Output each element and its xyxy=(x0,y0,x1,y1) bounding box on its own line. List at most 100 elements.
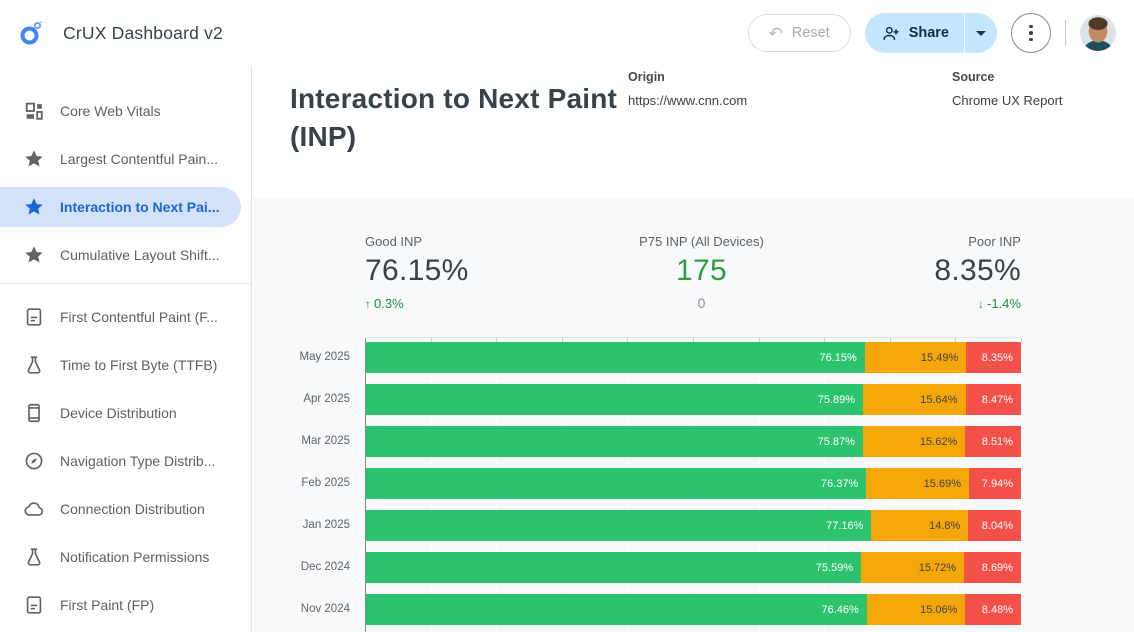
origin-label: Origin xyxy=(628,70,665,84)
bar-segment-poor[interactable]: 8.48% xyxy=(965,594,1021,625)
scorecard-value: 8.35% xyxy=(934,254,1021,287)
bar-value-label: 8.51% xyxy=(981,435,1013,448)
scorecard-label: Good INP xyxy=(365,234,423,249)
sidebar-item-first-paint-fp[interactable]: First Paint (FP) xyxy=(0,585,251,625)
bar-segment-good[interactable]: 75.87% xyxy=(366,426,863,457)
bar-segment-good[interactable]: 75.89% xyxy=(366,384,864,415)
sidebar-item-label: Largest Contentful Pain... xyxy=(60,151,218,167)
scorecard-poor-inp: Poor INP 8.35% ↓ -1.4% xyxy=(934,234,1021,311)
flask-icon xyxy=(23,354,45,376)
scorecard-sub-value: 0 xyxy=(697,295,706,311)
bar-segment-good[interactable]: 77.16% xyxy=(366,510,872,541)
sidebar-item-label: Interaction to Next Pai... xyxy=(60,199,220,215)
bar-segment-poor[interactable]: 7.94% xyxy=(968,468,1021,499)
bar-value-label: 8.47% xyxy=(981,393,1013,406)
chart-axis-tick xyxy=(758,338,760,342)
chart-category-label: Apr 2025 xyxy=(303,393,350,405)
bar-value-label: 75.87% xyxy=(817,435,855,448)
header-divider xyxy=(1065,20,1066,46)
bar-segment-needs-improvement[interactable]: 15.69% xyxy=(866,468,969,499)
bar-segment-poor[interactable]: 8.51% xyxy=(965,426,1021,457)
sidebar-item-navigation-type-distrib[interactable]: Navigation Type Distrib... xyxy=(0,441,251,481)
bar-segment-needs-improvement[interactable]: 15.64% xyxy=(863,384,966,415)
bar-value-label: 76.15% xyxy=(819,351,857,364)
chart-category-label: May 2025 xyxy=(299,351,350,363)
sidebar-divider xyxy=(0,283,251,284)
chart-category-label: Jan 2025 xyxy=(302,519,350,531)
chart-bar-row: May 2025 76.15% 15.49% 8.35% xyxy=(299,342,1021,373)
bar-segment-needs-improvement[interactable]: 14.8% xyxy=(871,510,969,541)
sidebar-item-label: Cumulative Layout Shift... xyxy=(60,247,220,263)
bar-segment-needs-improvement[interactable]: 15.49% xyxy=(864,342,967,373)
bar-value-label: 15.72% xyxy=(918,561,957,574)
share-button[interactable]: Share xyxy=(865,13,964,53)
header-actions: ↶ Reset Share xyxy=(747,13,1116,53)
sidebar-item-interaction-to-next-pai[interactable]: Interaction to Next Pai... xyxy=(0,187,241,227)
bar-value-label: 77.16% xyxy=(826,519,864,532)
source-label: Source xyxy=(952,70,995,84)
chart-bar-row: Dec 2024 75.59% 15.72% 8.69% xyxy=(301,552,1021,583)
bar-value-label: 15.62% xyxy=(919,435,958,448)
bar-value-label: 76.46% xyxy=(821,603,859,616)
sidebar-item-core-web-vitals[interactable]: Core Web Vitals xyxy=(0,91,251,131)
bar-segment-needs-improvement[interactable]: 15.62% xyxy=(862,426,966,457)
share-dropdown-button[interactable] xyxy=(965,13,997,53)
reset-button[interactable]: ↶ Reset xyxy=(747,14,851,52)
chart-axis-tick xyxy=(430,338,432,342)
more-options-button[interactable] xyxy=(1011,13,1051,53)
more-vert-icon xyxy=(1029,24,1033,29)
bar-segment-good[interactable]: 75.59% xyxy=(366,552,862,583)
bar-segment-needs-improvement[interactable]: 15.72% xyxy=(861,552,965,583)
scorecard-delta: ↓ -1.4% xyxy=(978,296,1021,311)
scorecard-p75-inp: P75 INP (All Devices) 175 0 xyxy=(639,234,764,311)
flask-icon xyxy=(23,546,45,568)
chart-y-axis-line xyxy=(365,338,366,632)
sidebar-item-cumulative-layout-shift[interactable]: Cumulative Layout Shift... xyxy=(0,235,251,275)
doc-icon xyxy=(23,306,45,328)
sidebar-item-label: Connection Distribution xyxy=(60,501,205,517)
cloud-icon xyxy=(23,498,45,520)
scorecard-label: P75 INP (All Devices) xyxy=(639,234,764,249)
source-control: Source Chrome UX Report xyxy=(952,70,1063,108)
bar-segment-poor[interactable]: 8.69% xyxy=(964,552,1021,583)
arrow-up-icon: ↑ xyxy=(365,296,371,311)
chart-axis-tick xyxy=(824,338,826,342)
star-icon xyxy=(23,244,45,266)
bar-segment-poor[interactable]: 8.35% xyxy=(966,342,1021,373)
bar-value-label: 8.35% xyxy=(981,351,1013,364)
user-avatar[interactable] xyxy=(1080,15,1116,51)
chart-bar-row: Feb 2025 76.37% 15.69% 7.94% xyxy=(301,468,1021,499)
origin-control[interactable]: Origin https://www.cnn.com xyxy=(628,70,747,108)
sidebar-item-label: First Paint (FP) xyxy=(60,597,155,613)
sidebar-item-label: Core Web Vitals xyxy=(60,103,161,119)
person-add-icon xyxy=(881,24,900,43)
share-button-divider xyxy=(964,13,965,53)
star-icon xyxy=(23,148,45,170)
chart-category-label: Nov 2024 xyxy=(300,603,350,615)
sidebar-item-notification-permissions[interactable]: Notification Permissions xyxy=(0,537,251,577)
share-split-button: Share xyxy=(864,13,997,53)
chart-axis-tick xyxy=(955,338,957,342)
sidebar-item-label: Device Distribution xyxy=(60,405,177,421)
sidebar-item-label: First Contentful Paint (F... xyxy=(60,309,218,325)
share-button-label: Share xyxy=(908,25,949,41)
sidebar-item-label: Notification Permissions xyxy=(60,549,210,565)
bar-segment-good[interactable]: 76.46% xyxy=(366,594,867,625)
bar-segment-good[interactable]: 76.15% xyxy=(366,342,865,373)
bar-segment-good[interactable]: 76.37% xyxy=(366,468,867,499)
bar-segment-poor[interactable]: 8.04% xyxy=(968,510,1021,541)
sidebar-item-largest-contentful-pain[interactable]: Largest Contentful Pain... xyxy=(0,139,251,179)
scorecard-good-inp: Good INP 76.15% ↑ 0.3% xyxy=(365,234,469,311)
bar-value-label: 8.04% xyxy=(981,519,1013,532)
chart-category-label: Feb 2025 xyxy=(301,477,350,489)
chart-bar-row: Apr 2025 75.89% 15.64% 8.47% xyxy=(303,384,1021,415)
sidebar-item-first-contentful-paint-f[interactable]: First Contentful Paint (F... xyxy=(0,297,251,337)
bar-segment-needs-improvement[interactable]: 15.06% xyxy=(866,594,966,625)
sidebar-item-device-distribution[interactable]: Device Distribution xyxy=(0,393,251,433)
sidebar-item-connection-distribution[interactable]: Connection Distribution xyxy=(0,489,251,529)
scorecard-value: 175 xyxy=(676,254,727,287)
sidebar-item-time-to-first-byte-ttfb[interactable]: Time to First Byte (TTFB) xyxy=(0,345,251,385)
looker-studio-logo-icon[interactable] xyxy=(16,18,46,48)
bar-segment-poor[interactable]: 8.47% xyxy=(965,384,1021,415)
bar-value-label: 14.8% xyxy=(929,519,961,532)
